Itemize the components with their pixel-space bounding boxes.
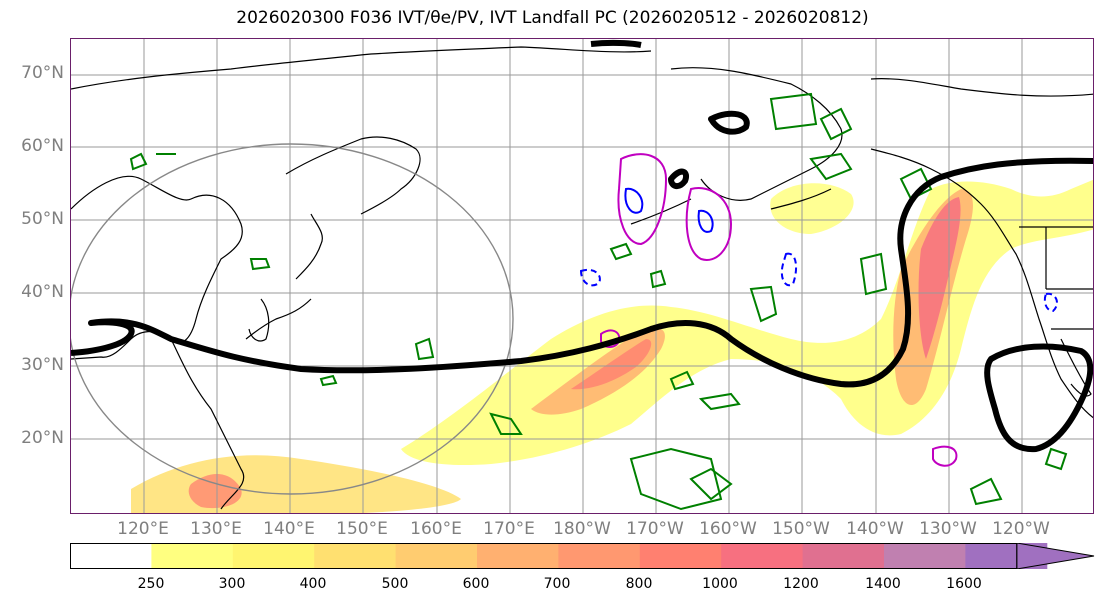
ivt-shading (131, 179, 1093, 513)
domain-circle (71, 143, 514, 495)
pv-positive-alaska (617, 153, 668, 246)
colorbar-segment-1400 (884, 543, 966, 569)
lon-label-150e: 150°E (336, 519, 388, 539)
coast-kamchatka (285, 136, 421, 215)
ivt-northeast (770, 183, 854, 234)
lon-label-120w: 120°W (992, 519, 1050, 539)
pv-positive-gulf (685, 187, 733, 261)
coastlines (71, 46, 1093, 510)
map-panel (70, 38, 1094, 514)
lon-label-160w: 160°W (699, 519, 757, 539)
border-us-canada (1019, 226, 1093, 330)
lat-label-20: 20°N (21, 428, 64, 448)
coast-canada-west (870, 148, 1093, 419)
lon-label-140w: 140°W (846, 519, 904, 539)
colorbar-tick-1400: 1400 (865, 576, 901, 592)
colorbar-tick-1600: 1600 (946, 576, 982, 592)
ivt-plume-main (401, 179, 1093, 466)
ivt-core-west-inner (571, 339, 652, 390)
pv-negative-4 (780, 252, 798, 287)
pv-contours (579, 153, 1058, 467)
lon-label-150w: 150°W (772, 519, 830, 539)
pv-negative-3 (579, 268, 601, 287)
colorbar-tick-1000: 1000 (702, 576, 738, 592)
landfall-pc-contour (71, 39, 1093, 453)
colorbar-segment-1200 (802, 543, 885, 569)
lon-label-120e: 120°E (117, 519, 169, 539)
lon-label-180w: 180°W (553, 519, 611, 539)
colorbar-segment-700 (558, 543, 641, 569)
lon-label-140e: 140°E (263, 519, 315, 539)
lon-label-130w: 130°W (919, 519, 977, 539)
lon-label-170e: 170°E (483, 519, 535, 539)
colorbar-segment-400 (314, 543, 397, 569)
coast-north (71, 46, 652, 90)
colorbar-segment-1000 (721, 543, 804, 569)
lat-label-60: 60°N (21, 136, 64, 156)
map-canvas (71, 39, 1093, 513)
lon-label-170w: 170°W (626, 519, 684, 539)
coast-china (170, 338, 245, 510)
colorbar-segment-800 (639, 543, 722, 569)
colorbar-tick-500: 500 (381, 576, 409, 592)
colorbar-tick-700: 700 (543, 576, 571, 592)
colorbar-tick-250: 250 (137, 576, 165, 592)
lat-label-30: 30°N (21, 355, 64, 375)
lat-label-40: 40°N (21, 282, 64, 302)
colorbar-segment-below (70, 543, 152, 569)
coast-alaska (670, 67, 843, 201)
colorbar-tick-1200: 1200 (783, 576, 819, 592)
colorbar-extend-max (1016, 543, 1095, 569)
lon-label-130e: 130°E (190, 519, 242, 539)
coast-canada-north (870, 78, 1093, 97)
lon-label-160e: 160°E (410, 519, 462, 539)
colorbar-segment-500 (395, 543, 478, 569)
coast-baja (1060, 338, 1092, 397)
coast-korea (248, 298, 270, 342)
theta-e-contours (129, 92, 1068, 511)
pv-negative-5 (1043, 292, 1058, 313)
colorbar-outline (70, 543, 1018, 569)
ivt-colorbar (70, 543, 1095, 569)
coast-japan (245, 213, 323, 340)
ivt-core-east-inner (918, 197, 961, 359)
pv-negative-2 (697, 209, 714, 233)
colorbar-segment-250 (151, 543, 234, 569)
colorbar-tick-800: 800 (625, 576, 653, 592)
ivt-south (131, 455, 461, 513)
pv-positive-south (932, 445, 958, 467)
colorbar-tick-400: 400 (299, 576, 327, 592)
graticule (71, 39, 1093, 513)
lat-label-70: 70°N (21, 63, 64, 83)
lat-label-50: 50°N (21, 209, 64, 229)
colorbar-tick-300: 300 (218, 576, 246, 592)
colorbar-segment-300 (232, 543, 315, 569)
colorbar-segment-600 (477, 543, 559, 569)
chart-title: 2026020300 F036 IVT/θe/PV, IVT Landfall … (236, 8, 869, 28)
colorbar-tick-600: 600 (462, 576, 490, 592)
pv-negative-1 (624, 187, 644, 214)
